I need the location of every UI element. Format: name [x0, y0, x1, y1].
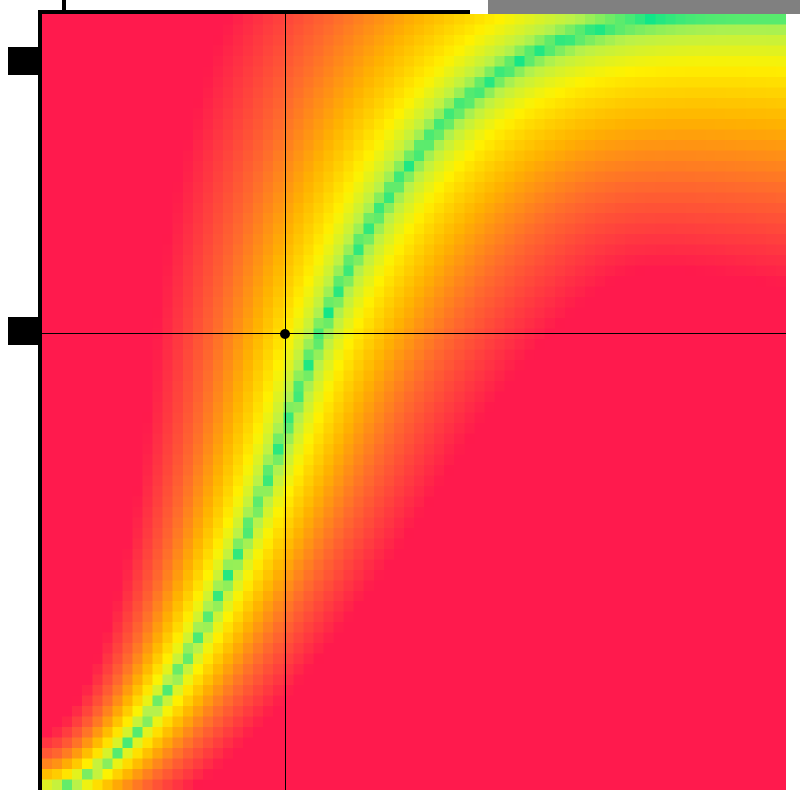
left-tick [8, 47, 38, 75]
top-gray-bar [488, 0, 800, 14]
frame-border-top [38, 10, 470, 14]
top-tick [62, 0, 66, 10]
frame-border-left [38, 10, 42, 790]
heatmap-canvas [42, 14, 786, 790]
chart-stage [0, 0, 800, 800]
crosshair-dot [280, 329, 290, 339]
crosshair-horizontal [42, 333, 786, 334]
left-tick [8, 317, 38, 345]
crosshair-vertical [285, 14, 286, 790]
